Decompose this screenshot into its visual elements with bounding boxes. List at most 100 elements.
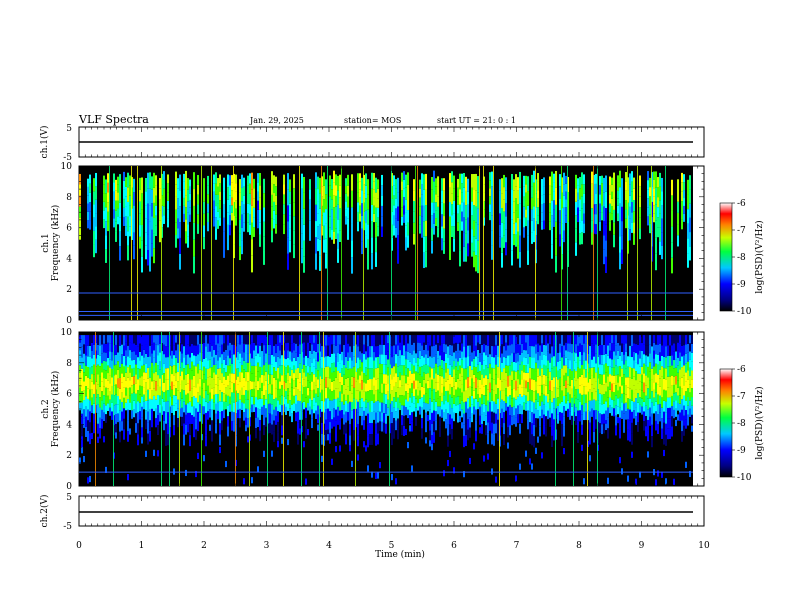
spectrogram-cell <box>139 368 141 378</box>
spectrogram-cell <box>439 426 441 437</box>
spectrogram-cell <box>559 403 561 413</box>
spectrogram-cell <box>419 179 421 189</box>
spectrogram-cell <box>489 354 491 364</box>
spectrogram-cell <box>651 379 653 392</box>
spectrogram-cell <box>257 466 259 473</box>
spectrogram-cell <box>495 354 497 365</box>
spectrogram-cell <box>91 397 93 406</box>
spectrogram-cell <box>127 216 129 232</box>
spectrogram-cell <box>539 355 541 366</box>
spectrogram-cell <box>397 376 399 388</box>
spectrogram-cell <box>379 421 381 431</box>
spectrogram-cell <box>103 343 105 353</box>
spectrogram-cell <box>497 419 499 431</box>
spectrogram-cell <box>365 375 367 384</box>
spectrogram-cell <box>195 366 197 377</box>
spectrogram-cell <box>143 401 145 410</box>
spectrogram-cell <box>123 198 125 208</box>
spectrogram-cell <box>159 395 161 405</box>
spectrogram-cell <box>229 185 231 196</box>
spectrogram-cell <box>553 356 555 367</box>
spectrogram-cell <box>345 335 347 347</box>
spectrogram-cell <box>523 387 525 395</box>
spectrogram-cell <box>133 178 135 193</box>
spectrogram-cell <box>373 402 375 412</box>
spectrogram-cell <box>529 411 531 423</box>
spectrogram-cell <box>319 255 321 271</box>
spectrogram-cell <box>615 415 617 426</box>
spectrogram-cell <box>609 342 611 351</box>
spectrogram-cell <box>317 343 319 353</box>
spectrogram-cell <box>85 396 87 407</box>
spectrogram-cell <box>309 189 311 200</box>
spectrogram-cell <box>385 413 387 424</box>
spectrogram-cell <box>477 394 479 402</box>
spectrogram-cell <box>317 189 319 202</box>
spectrogram-cell <box>643 382 645 393</box>
spectrogram-cell <box>429 366 431 378</box>
spectrogram-cell <box>241 357 243 366</box>
spectrogram-cell <box>177 335 179 345</box>
spectrogram-cell <box>639 381 641 390</box>
spectrogram-cell <box>85 416 87 427</box>
spectrogram-cell <box>171 405 173 413</box>
spectrogram-cell <box>525 388 527 396</box>
spectrogram-cell <box>357 454 359 461</box>
spectrogram-cell <box>243 403 245 413</box>
spectrogram-cell <box>393 205 395 216</box>
spectrogram-cell <box>247 344 249 354</box>
spectrogram-cell <box>621 385 623 394</box>
spectrogram-cell <box>183 434 185 446</box>
spectrogram-cell <box>531 412 533 424</box>
spectrogram-cell <box>203 225 205 238</box>
spectrogram-cell <box>559 352 561 361</box>
spectrogram-cell <box>127 377 129 389</box>
spectrogram-cell <box>325 194 327 210</box>
spectrogram-cell <box>371 204 373 222</box>
spectrogram-cell <box>329 389 331 401</box>
spectrogram-cell <box>607 376 609 387</box>
spectrogram-cell <box>443 178 445 191</box>
spectrogram-cell <box>531 401 533 413</box>
spectrogram-cell <box>425 205 427 221</box>
spectrogram-cell <box>505 380 507 389</box>
spectrogram-cell <box>197 363 199 374</box>
spectrogram-cell <box>471 343 473 353</box>
spectrogram-cell <box>421 184 423 195</box>
spectrogram-cell <box>563 184 565 196</box>
spectrogram-cell <box>83 372 85 382</box>
spectrogram-cell <box>323 199 325 213</box>
spectrogram-cell <box>243 412 245 421</box>
spectrogram-cell <box>685 344 687 354</box>
spectrogram-cell <box>251 389 253 397</box>
spectrogram-cell <box>173 468 175 475</box>
spectrogram-cell <box>271 218 273 231</box>
spectrogram-cell <box>609 203 611 213</box>
spectrogram-cell <box>329 227 331 238</box>
spectrogram-cell <box>317 361 319 371</box>
spectrogram-cell <box>583 403 585 412</box>
spectrogram-cell <box>459 220 461 236</box>
spectrogram-cell <box>485 405 487 416</box>
spectrogram-cell <box>375 252 377 267</box>
spectrogram-cell <box>357 390 359 402</box>
spectrogram-cell <box>419 390 421 399</box>
spectrogram-cell <box>461 221 463 231</box>
spectrogram-cell <box>105 361 107 371</box>
spectrogram-cell <box>677 235 679 247</box>
spectrogram-cell <box>359 213 361 222</box>
spectrogram-cell <box>619 417 621 429</box>
spectrogram-cell <box>341 343 343 352</box>
spectrogram-cell <box>377 400 379 412</box>
spectrogram-cell <box>403 405 405 416</box>
spectrogram-cell <box>339 401 341 411</box>
spectrogram-cell <box>537 360 539 369</box>
spectrogram-cell <box>469 386 471 397</box>
spectrogram-cell <box>359 343 361 352</box>
spectrogram-cell <box>319 224 321 240</box>
spectrogram-cell <box>117 208 119 217</box>
spectrogram-cell <box>469 406 471 418</box>
spectrogram-cell <box>333 195 335 208</box>
spectrogram-cell <box>203 201 205 214</box>
spectrogram-cell <box>689 367 691 377</box>
